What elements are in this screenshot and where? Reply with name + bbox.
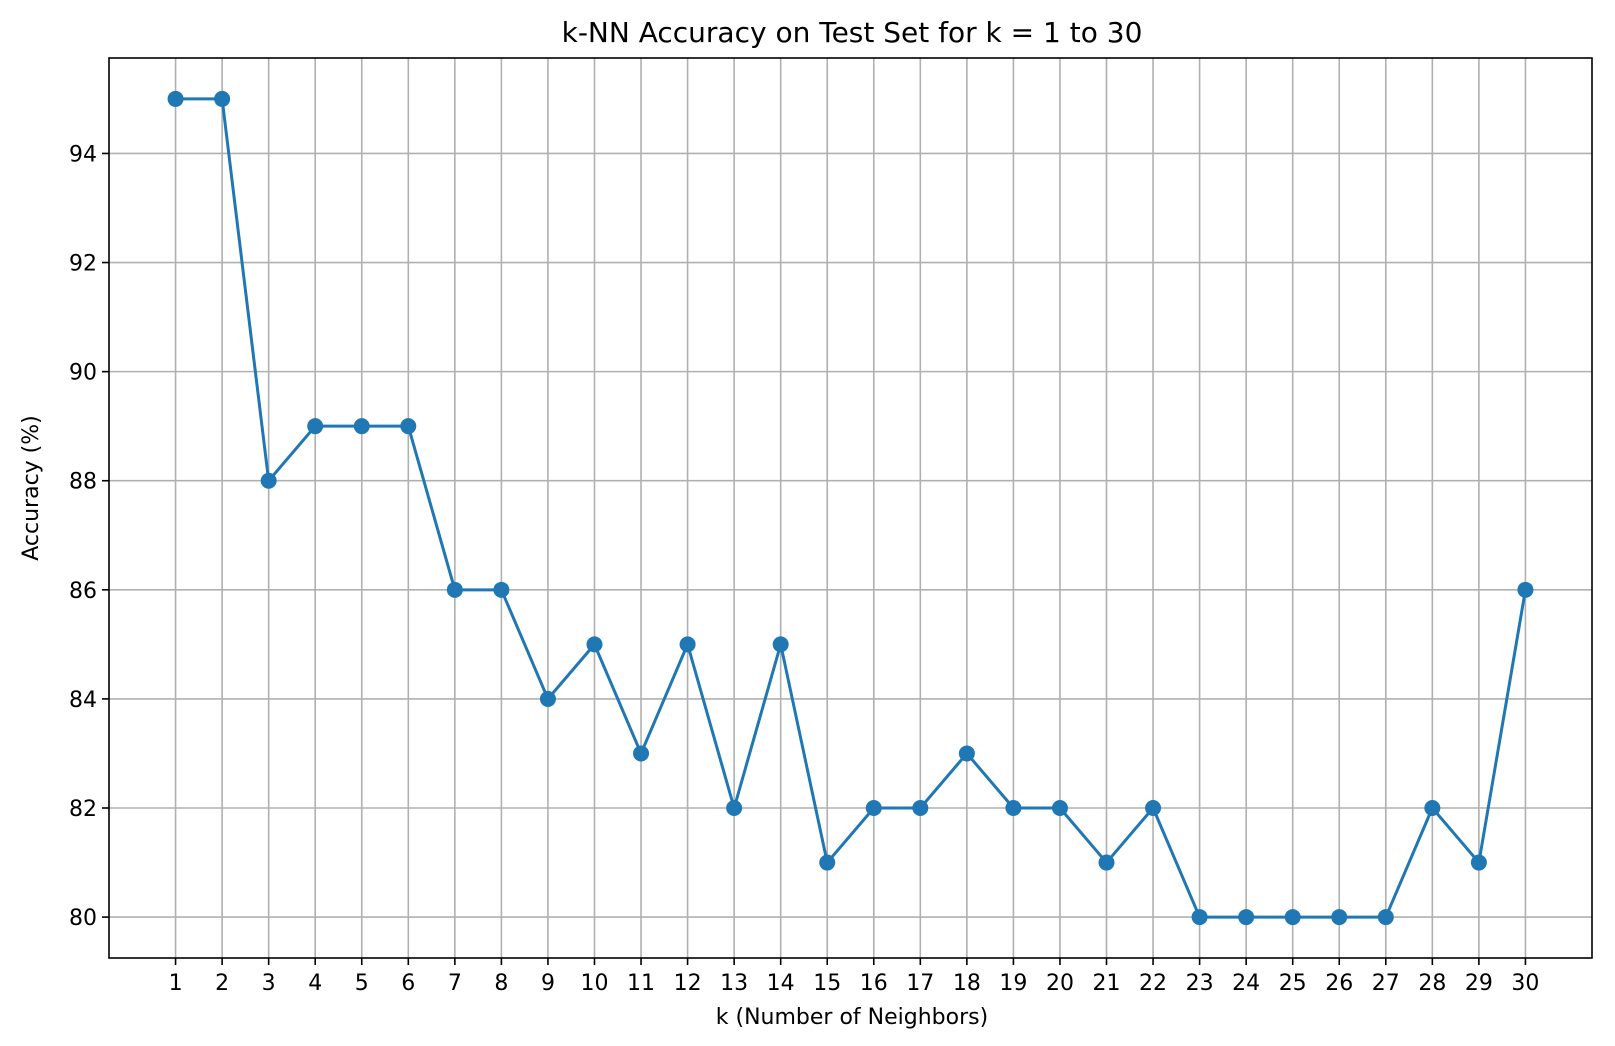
data-point	[772, 636, 789, 653]
x-tick-label: 11	[627, 971, 655, 996]
data-point	[1424, 800, 1441, 816]
data-point	[1517, 581, 1534, 598]
data-point	[400, 418, 417, 435]
data-point	[819, 854, 836, 871]
y-tick-label: 92	[69, 252, 97, 277]
data-point	[493, 581, 510, 598]
x-tick-label: 6	[401, 971, 415, 996]
x-tick-label: 21	[1093, 971, 1121, 996]
data-point	[912, 800, 929, 816]
data-point	[726, 800, 743, 816]
accuracy-line	[175, 97, 1527, 919]
data-point	[1191, 909, 1208, 926]
y-tick-label: 88	[69, 470, 97, 495]
x-tick-label: 3	[262, 971, 276, 996]
data-point	[260, 472, 277, 489]
data-point	[1145, 800, 1162, 816]
x-tick-label: 4	[308, 971, 322, 996]
data-point	[958, 745, 975, 762]
data-point	[214, 90, 231, 107]
x-tick-label: 22	[1139, 971, 1167, 996]
x-tick-label: 18	[953, 971, 981, 996]
x-tick-label: 30	[1511, 971, 1539, 996]
data-point	[1331, 909, 1348, 926]
x-tick-label: 20	[1046, 971, 1074, 996]
axis-frame	[108, 57, 1593, 959]
data-point	[1238, 909, 1255, 926]
x-tick-label: 14	[767, 971, 795, 996]
x-tick-label: 13	[720, 971, 748, 996]
x-tick-label: 17	[906, 971, 934, 996]
x-axis-label: k (Number of Neighbors)	[716, 1005, 988, 1030]
x-tick-label: 23	[1186, 971, 1214, 996]
data-point	[586, 636, 603, 653]
x-axis-ticks: 1 2 3 4 5 6 7 8 9 10 11 12 13 14 15 16 17 18 19 20 21 22 23 24 2…	[169, 958, 1539, 996]
chart-title: k-NN Accuracy on Test Set for k = 1 to 3…	[562, 16, 1143, 49]
x-tick-label: 16	[860, 971, 888, 996]
y-tick-label: 86	[69, 579, 97, 604]
data-point	[1377, 909, 1394, 926]
x-tick-label: 5	[355, 971, 369, 996]
data-point	[1051, 800, 1068, 816]
x-tick-label: 27	[1372, 971, 1400, 996]
data-point	[307, 418, 324, 435]
x-tick-label: 19	[999, 971, 1027, 996]
data-point	[1470, 854, 1487, 871]
series-layer	[167, 90, 1534, 926]
x-tick-label: 7	[448, 971, 462, 996]
data-point	[167, 90, 184, 107]
x-tick-label: 9	[541, 971, 555, 996]
x-tick-label: 12	[674, 971, 702, 996]
data-point	[633, 745, 650, 762]
x-tick-label: 10	[580, 971, 608, 996]
data-point	[446, 581, 463, 598]
data-point	[1005, 800, 1022, 816]
x-tick-label: 29	[1465, 971, 1493, 996]
data-point	[1284, 909, 1301, 926]
x-tick-label: 25	[1279, 971, 1307, 996]
y-axis-ticks: 80 82 84 86 88 90 92 94	[69, 142, 109, 931]
grid-layer	[109, 58, 1592, 958]
x-tick-label: 26	[1325, 971, 1353, 996]
data-point	[539, 690, 556, 707]
y-tick-label: 80	[69, 906, 97, 931]
data-point	[679, 636, 696, 653]
data-point	[1098, 854, 1115, 871]
x-tick-label: 8	[494, 971, 508, 996]
data-point	[865, 800, 882, 816]
y-tick-label: 84	[69, 688, 97, 713]
y-tick-label: 90	[69, 361, 97, 386]
y-tick-label: 94	[69, 142, 97, 167]
data-point	[353, 418, 370, 435]
x-tick-label: 24	[1232, 971, 1260, 996]
y-tick-label: 82	[69, 797, 97, 822]
x-tick-label: 2	[215, 971, 229, 996]
x-tick-label: 28	[1418, 971, 1446, 996]
x-tick-label: 1	[169, 971, 183, 996]
x-tick-label: 15	[813, 971, 841, 996]
y-axis-label: Accuracy (%)	[19, 415, 44, 561]
